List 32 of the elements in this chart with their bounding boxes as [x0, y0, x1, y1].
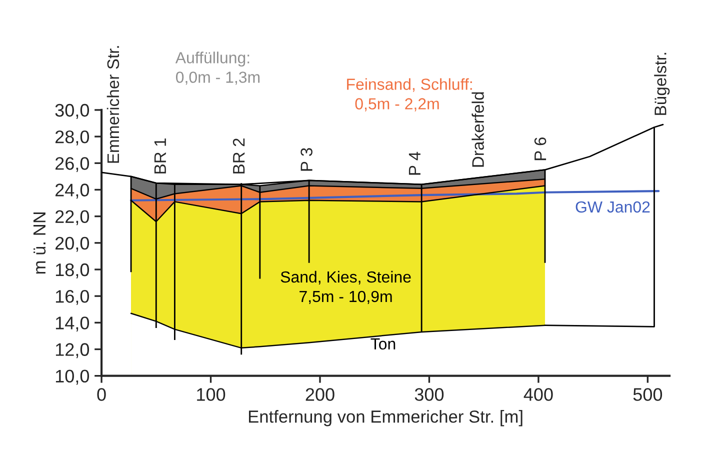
x-axis-title: Entfernung von Emmericher Str. [m]	[248, 410, 522, 426]
y-tick-label: 24,0	[55, 184, 90, 199]
x-tick-label: 400	[524, 388, 553, 401]
x-tick-label: 500	[633, 388, 662, 401]
y-axis-title: m ü. NN	[33, 212, 46, 274]
y-tick-label: 14,0	[56, 316, 90, 332]
y-tick-label: 26,0	[55, 157, 90, 172]
y-tick-label: 12,0	[56, 343, 90, 358]
y-tick-label: 18,0	[56, 263, 90, 278]
x-tick-label: 300	[414, 388, 444, 401]
annotation: Feinsand, Schluff: 0,5m - 2,2m	[347, 78, 472, 112]
annotation: Bügelstr.	[654, 52, 670, 115]
annotation: BR 2	[232, 138, 245, 174]
annotation: Ton	[370, 338, 396, 350]
y-tick-label: 30,0	[55, 104, 90, 119]
text: Auffüllung: 0,0m - 1,3m	[175, 52, 260, 85]
x-tick-label: 200	[306, 388, 334, 401]
annotation: P 6	[534, 137, 546, 160]
annotation: GW Jan02	[576, 201, 650, 213]
annotation: P 4	[408, 152, 420, 175]
y-tick-label: 28,0	[55, 130, 90, 146]
annotation: P 3	[300, 148, 312, 171]
x-tick-label: 0	[97, 388, 106, 401]
x-tick-label: 100	[197, 388, 226, 401]
y-tick-label: 10,0	[56, 370, 90, 385]
annotation: BR 1	[154, 138, 166, 174]
annotation: Emmericher Str.	[106, 46, 120, 163]
annotation: Sand, Kies, Steine 7,5m - 10,9m	[280, 270, 411, 304]
y-tick-label: 16,0	[56, 290, 90, 305]
annotation: Drakerfeld	[472, 92, 484, 167]
y-tick-label: 20,0	[55, 236, 90, 252]
y-tick-label: 22,0	[55, 210, 90, 226]
